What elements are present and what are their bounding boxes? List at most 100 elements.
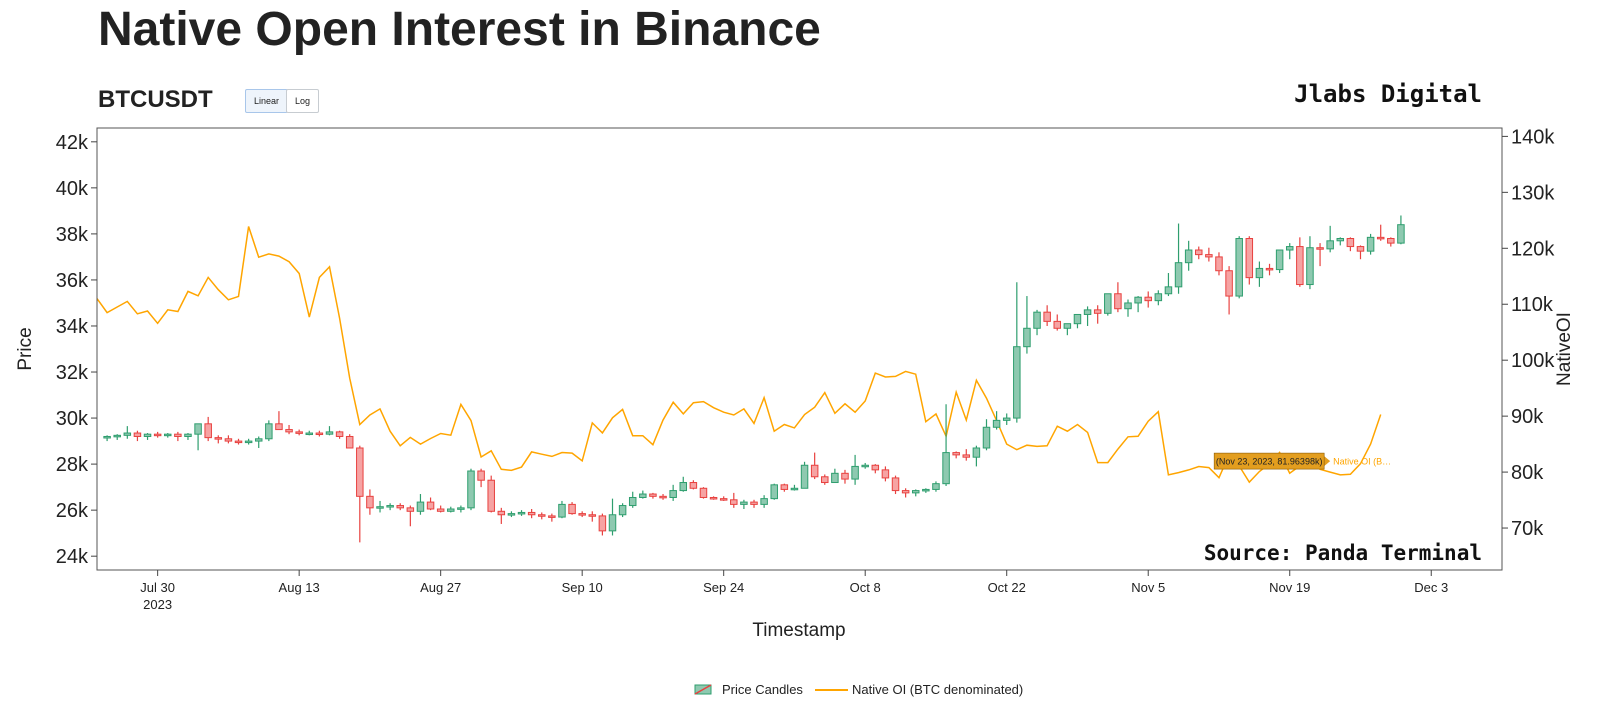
candle-body (467, 470, 475, 509)
price-candle (1285, 243, 1294, 260)
candle-body (770, 484, 778, 500)
legend-item-candles[interactable]: Price Candles (694, 682, 803, 697)
price-candle (113, 434, 121, 440)
price-candle (558, 500, 566, 519)
price-candle (224, 435, 233, 444)
price-candle (679, 476, 688, 492)
candle-body (942, 452, 950, 485)
legend-label-candles: Price Candles (722, 682, 803, 697)
candle-body (275, 423, 283, 431)
price-candle (1083, 306, 1092, 326)
candle-body (1154, 293, 1163, 302)
y-right-tick-label: 100k (1511, 350, 1555, 372)
candle-body (1275, 249, 1284, 271)
candle-body (285, 429, 293, 433)
price-candle (406, 505, 415, 527)
y-left-tick-label: 34k (56, 316, 89, 338)
price-candle (295, 429, 303, 436)
price-candle (1043, 305, 1051, 326)
price-candle (507, 511, 516, 518)
candle-body (335, 431, 344, 437)
price-candle (305, 430, 314, 436)
candle-body (750, 501, 758, 505)
candle-body (153, 433, 162, 437)
price-candle (932, 481, 940, 492)
candle-body (234, 440, 243, 444)
candle-body (1164, 286, 1173, 295)
candle-body (537, 514, 546, 517)
price-candle (214, 435, 223, 444)
candle-body (1387, 238, 1395, 244)
price-candle (992, 411, 1001, 430)
candle-body (1002, 417, 1011, 421)
candle-body (1174, 262, 1183, 288)
price-candle (1124, 299, 1132, 317)
price-candle (760, 495, 768, 508)
candle-body (608, 514, 617, 532)
candle-body (851, 465, 859, 480)
price-candle (517, 510, 526, 516)
price-candle (548, 513, 556, 522)
candle-body (224, 438, 233, 442)
price-candle (1073, 313, 1082, 329)
price-candle (1306, 236, 1314, 290)
candle-body (800, 464, 809, 489)
price-candle (810, 452, 819, 480)
price-candle (881, 466, 890, 482)
candle-body (1063, 323, 1072, 329)
candle-body (831, 472, 839, 484)
price-candle (234, 438, 243, 445)
candle-body (1316, 247, 1324, 250)
price-candle (831, 468, 839, 484)
legend-label-oi: Native OI (BTC denominated) (852, 682, 1023, 697)
y-left-tick-label: 30k (56, 408, 89, 430)
price-candle (1245, 236, 1254, 285)
legend-item-oi[interactable]: Native OI (BTC denominated) (815, 682, 1023, 697)
candle-body (982, 426, 991, 449)
price-candle (1144, 291, 1152, 308)
candle-body (1184, 249, 1193, 264)
linear-scale-button[interactable]: Linear (245, 89, 289, 113)
price-candle (689, 480, 698, 490)
price-candle (1356, 245, 1365, 260)
candle-body (628, 496, 637, 507)
log-scale-button[interactable]: Log (286, 89, 320, 113)
candle-body (649, 493, 657, 497)
price-candle (618, 503, 627, 518)
price-candle (467, 468, 475, 511)
candle-body (1235, 238, 1243, 297)
candle-body (214, 437, 223, 440)
watermark-top: Jlabs Digital (1294, 80, 1482, 108)
y-left-tick-label: 40k (56, 178, 89, 200)
price-candle (477, 468, 485, 488)
candle-body (1043, 311, 1051, 322)
candle-body (780, 484, 789, 490)
candle-body (1366, 236, 1375, 252)
candle-body (1083, 309, 1092, 315)
price-candle (356, 445, 364, 543)
candle-body (143, 433, 152, 437)
price-candle (1225, 266, 1233, 315)
candle-body (1376, 236, 1385, 240)
price-candle (871, 464, 880, 474)
price-candle (497, 507, 506, 524)
candle-body (1013, 346, 1021, 419)
price-candle (891, 475, 900, 495)
price-candle (1154, 290, 1163, 306)
price-candle (1366, 233, 1375, 255)
price-candle (386, 503, 394, 511)
x-tick-label: Oct 8 (850, 580, 881, 595)
candle-body (1255, 267, 1264, 279)
candle-body (659, 495, 667, 499)
y-right-tick-label: 140k (1511, 126, 1555, 148)
candle-body (1265, 267, 1274, 271)
candle-body (1134, 296, 1142, 304)
price-candle (315, 430, 324, 437)
candle-body (618, 505, 627, 516)
candle-body (527, 511, 536, 516)
candle-body (790, 487, 799, 491)
candle-body (952, 452, 960, 456)
candle-body (881, 469, 890, 479)
candle-body (871, 464, 880, 471)
